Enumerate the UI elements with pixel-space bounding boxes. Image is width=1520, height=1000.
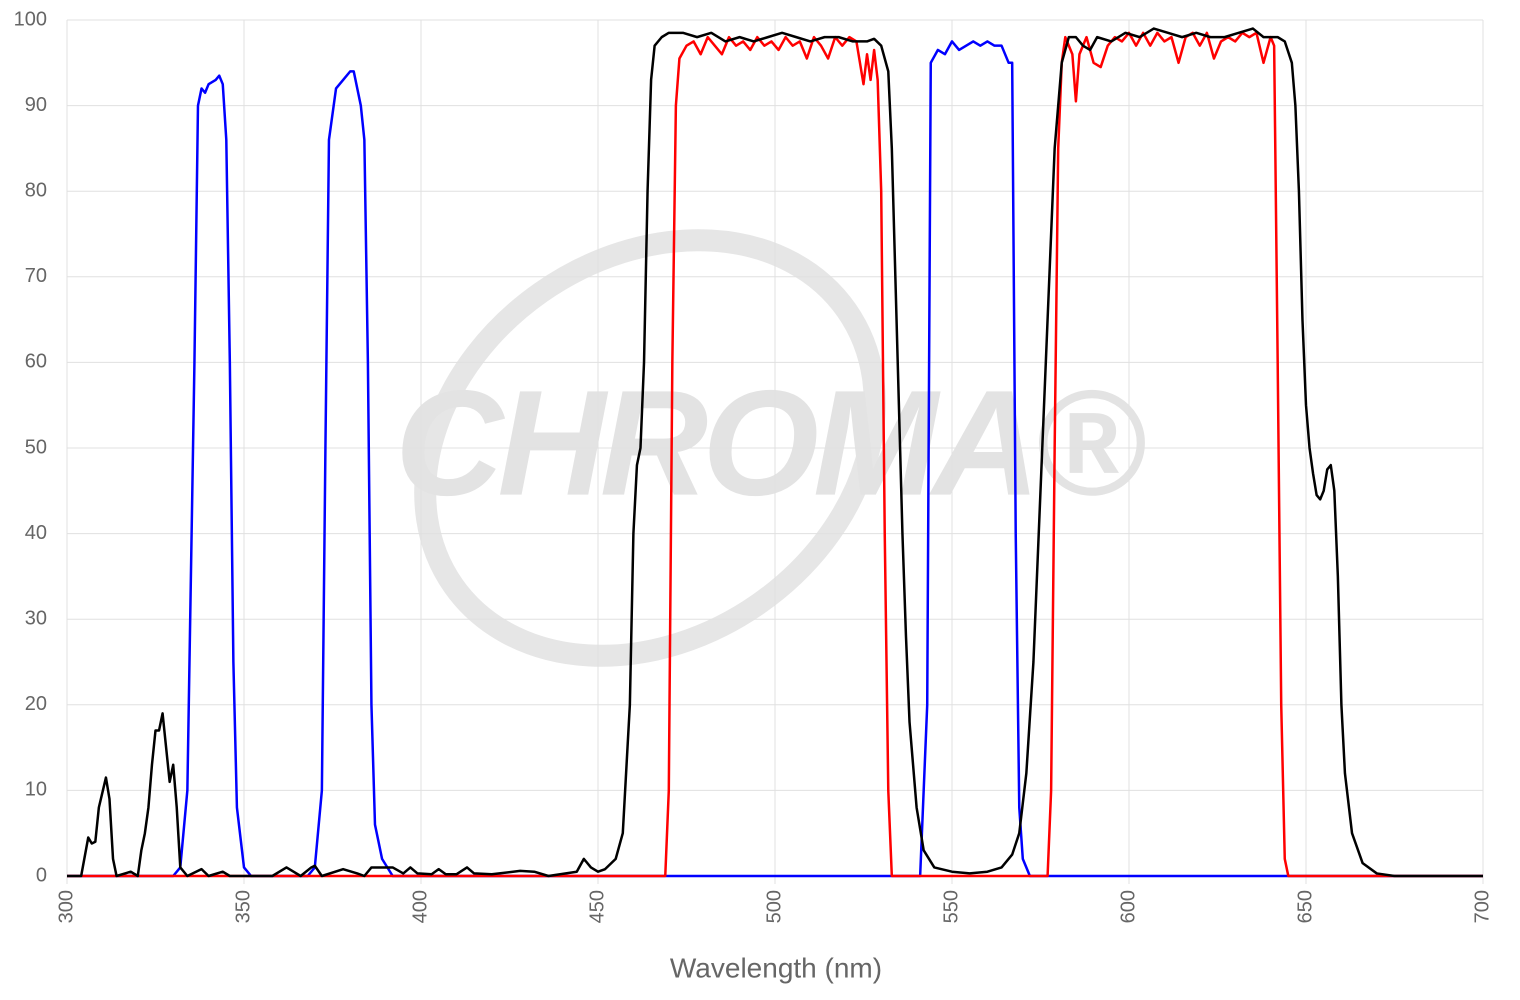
y-tick-label: 30 [25, 607, 47, 629]
x-tick-label: 500 [763, 890, 785, 923]
watermark-logo: CHROMA® [395, 229, 1145, 667]
y-tick-label: 70 [25, 265, 47, 287]
series-line [67, 27, 1483, 878]
y-tick-label: 10 [25, 779, 47, 801]
watermark-text: CHROMA® [395, 359, 1145, 527]
y-tick-label: 20 [25, 693, 47, 715]
y-tick-label: 0 [36, 864, 47, 886]
y-tick-label: 80 [25, 179, 47, 201]
x-tick-label: 650 [1294, 890, 1316, 923]
series-line [67, 31, 1483, 878]
x-tick-label: 550 [940, 890, 962, 923]
x-axis-title: Wavelength (nm) [670, 952, 882, 983]
x-tick-label: 400 [409, 890, 431, 923]
watermark-swoosh [414, 229, 886, 667]
y-tick-label: 40 [25, 522, 47, 544]
series-line [67, 40, 1483, 878]
x-tick-label: 350 [232, 890, 254, 923]
x-tick-label: 450 [586, 890, 608, 923]
y-tick-label: 100 [14, 8, 47, 30]
x-tick-label: 600 [1117, 890, 1139, 923]
y-tick-label: 60 [25, 351, 47, 373]
x-tick-label: 300 [55, 890, 77, 923]
x-tick-label: 700 [1471, 890, 1493, 923]
y-tick-label: 90 [25, 94, 47, 116]
y-tick-label: 50 [25, 436, 47, 458]
